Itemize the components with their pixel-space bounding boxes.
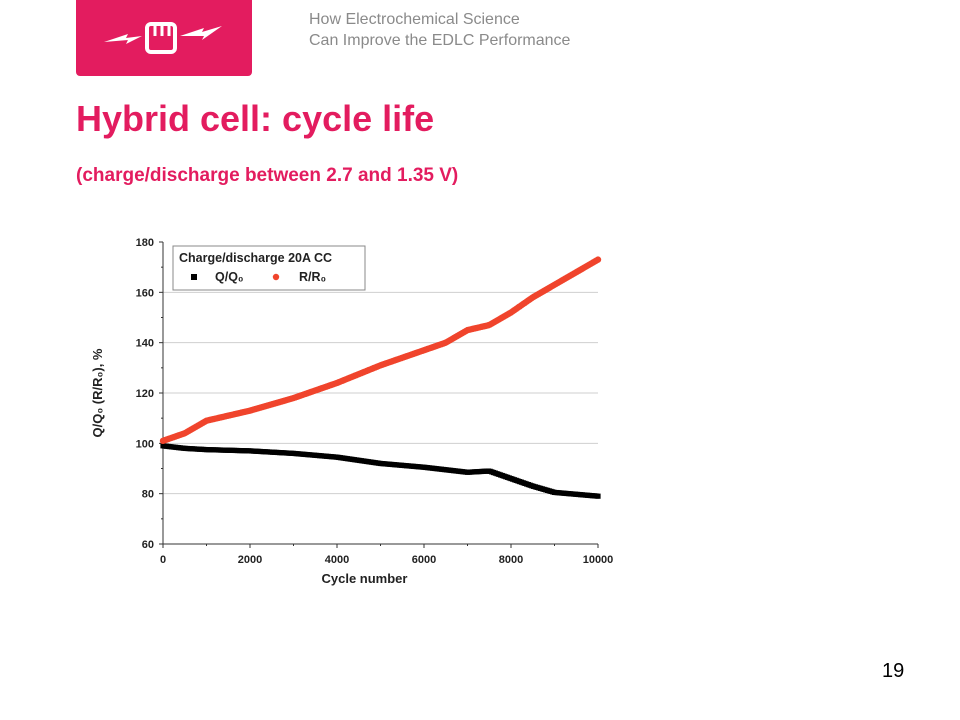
series-q-points (160, 443, 601, 499)
series-r-points (159, 256, 602, 445)
slide-title: Hybrid cell: cycle life (76, 98, 435, 139)
cycle-life-chart: 60 80 100 120 140 160 180 0 2000 4000 6000 8000 1000… (90, 237, 614, 586)
q-point (595, 493, 601, 499)
legend-label-r: R/R₀ (299, 270, 326, 284)
x-tick-label: 4000 (325, 554, 349, 566)
legend-label-q: Q/Q₀ (215, 270, 244, 284)
chart-grid (163, 291, 598, 495)
y-tick-label: 60 (142, 539, 154, 551)
legend-title: Charge/discharge 20A CC (179, 251, 332, 265)
y-tick-label: 140 (136, 338, 154, 350)
chart-ticks: 60 80 100 120 140 160 180 0 2000 4000 6000 8000 1000… (136, 237, 614, 566)
logo-badge (76, 0, 252, 76)
presentation-header: How Electrochemical Science Can Improve … (309, 9, 570, 51)
header-line-2: Can Improve the EDLC Performance (309, 32, 571, 49)
y-tick-label: 160 (136, 287, 154, 299)
slide-subtitle: (charge/discharge between 2.7 and 1.35 V… (76, 165, 459, 186)
y-tick-label: 100 (136, 438, 154, 450)
y-tick-label: 80 (142, 489, 154, 501)
x-tick-label: 6000 (412, 554, 436, 566)
chart-legend: Charge/discharge 20A CC Q/Q₀ R/R₀ (172, 245, 366, 291)
r-point (594, 256, 602, 263)
x-tick-label: 8000 (499, 554, 523, 566)
x-tick-label: 10000 (583, 554, 614, 566)
y-axis-label: Q/Q₀ (R/R₀), % (90, 348, 105, 437)
lightning-fist-icon (104, 22, 222, 54)
header-line-1: How Electrochemical Science (309, 11, 520, 28)
y-tick-label: 180 (136, 237, 154, 249)
y-tick-label: 120 (136, 388, 154, 400)
page-number: 19 (882, 660, 905, 682)
x-axis-label: Cycle number (322, 571, 408, 586)
x-tick-label: 0 (160, 554, 166, 566)
legend-marker-q (191, 274, 197, 280)
legend-marker-r (272, 273, 280, 281)
x-tick-label: 2000 (238, 554, 262, 566)
legend-box (172, 245, 366, 291)
